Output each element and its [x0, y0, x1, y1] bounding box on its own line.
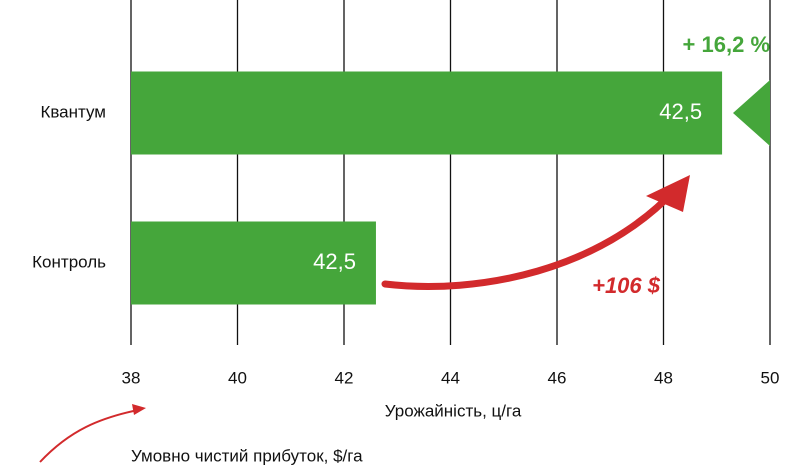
legend-arrow-head	[132, 404, 146, 415]
legend-arrow	[39, 409, 139, 463]
gain-annotation: + 16,2 %	[683, 32, 770, 57]
gain-marker	[733, 80, 770, 146]
x-tick-label: 38	[122, 368, 141, 387]
plot: 38 40 42 44 46 48 50 Квантум 42,5 Контроль 42,5	[32, 0, 780, 463]
x-tick-label: 48	[654, 368, 673, 387]
x-tick-label: 40	[228, 368, 247, 387]
profit-annotation: +106 $	[592, 273, 661, 298]
x-tick-label: 46	[548, 368, 567, 387]
bar-text: 42,5	[313, 249, 356, 274]
x-tick-label: 42	[335, 368, 354, 387]
x-tick-label: 44	[441, 368, 460, 387]
x-axis-label: Урожайність, ц/га	[385, 401, 522, 420]
y-tick-label: Контроль	[32, 252, 106, 271]
x-tick-label: 50	[761, 368, 780, 387]
legend-text: Умовно чистий прибуток, $/га	[131, 446, 363, 465]
bar-text: 42,5	[659, 99, 702, 124]
bar	[131, 221, 376, 305]
y-tick-label: Квантум	[40, 102, 106, 121]
bar	[131, 71, 723, 155]
profit-arrow-head	[646, 175, 690, 212]
profit-arrow	[381, 186, 679, 290]
